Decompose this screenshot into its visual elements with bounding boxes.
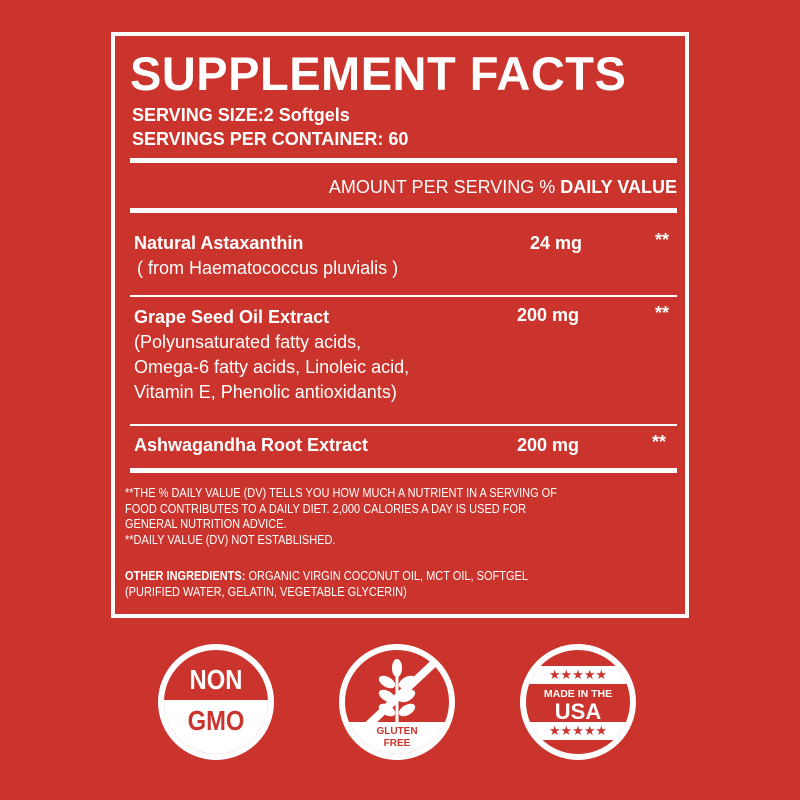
ingredient-name: Ashwagandha Root Extract [134,435,369,455]
non-gmo-badge: NON GMO [158,644,274,760]
ingredient-detail: Omega-6 fatty acids, Linoleic acid, [134,357,410,377]
divider [130,295,677,297]
servings-per-container: SERVINGS PER CONTAINER: 60 [132,129,409,149]
footnote: FOOD CONTRIBUTES TO A DAILY DIET. 2,000 … [125,501,527,516]
serving-size: SERVING SIZE:2 Softgels [132,105,350,125]
ingredient-detail: ( from Haematococcus pluvialis ) [137,258,399,278]
ingredient-dv: ** [655,230,670,250]
ingredient-detail: Vitamin E, Phenolic antioxidants) [134,382,397,402]
other-ingredients-label: OTHER INGREDIENTS: [125,569,246,583]
ingredient-amount: 200 mg [517,435,580,455]
badge-text: MADE IN THE [543,688,613,700]
amount-header: AMOUNT PER SERVING % [328,177,556,197]
divider [130,424,677,426]
gluten-free-badge: GLUTEN FREE [339,644,455,760]
ingredient-name: Grape Seed Oil Extract [134,307,330,327]
ingredient-dv: ** [652,432,667,452]
ingredient-detail: (Polyunsaturated fatty acids, [134,332,362,352]
ingredient-amount: 200 mg [517,305,580,325]
other-ingredients: OTHER INGREDIENTS: ORGANIC VIRGIN COCONU… [125,569,528,600]
ingredient-amount: 24 mg [530,233,583,253]
badge-text: GMO [187,705,245,736]
divider [130,208,677,213]
made-in-usa-badge: ★★★★★ MADE IN THE USA ★★★★★ [520,644,636,760]
footnotes: **THE % DAILY VALUE (DV) TELLS YOU HOW M… [125,486,557,548]
divider [130,468,677,473]
stars-icon: ★★★★★ [548,723,608,738]
column-header: AMOUNT PER SERVING % DAILY VALUE [329,177,677,198]
wheat-crossed-icon [362,659,436,731]
page-title: SUPPLEMENT FACTS [130,47,627,100]
badge-text: GLUTEN FREE [376,726,418,749]
other-ingredients-text: ORGANIC VIRGIN COCONUT OIL, MCT OIL, SOF… [245,569,528,583]
ingredient-dv: ** [655,303,670,323]
badge-text: USA [554,699,602,724]
footnote: **DAILY VALUE (DV) NOT ESTABLISHED. [125,532,336,547]
footnote: **THE % DAILY VALUE (DV) TELLS YOU HOW M… [125,486,557,500]
divider [130,158,677,163]
facts-panel [111,32,689,618]
ingredient-name: Natural Astaxanthin [134,233,304,253]
daily-value-header: DAILY VALUE [560,177,677,197]
footnote: GENERAL NUTRITION ADVICE. [125,517,287,531]
other-ingredients-text: (PURIFIED WATER, GELATIN, VEGETABLE GLYC… [125,584,407,599]
badge-text: NON [189,664,243,695]
stars-icon: ★★★★★ [548,667,608,682]
